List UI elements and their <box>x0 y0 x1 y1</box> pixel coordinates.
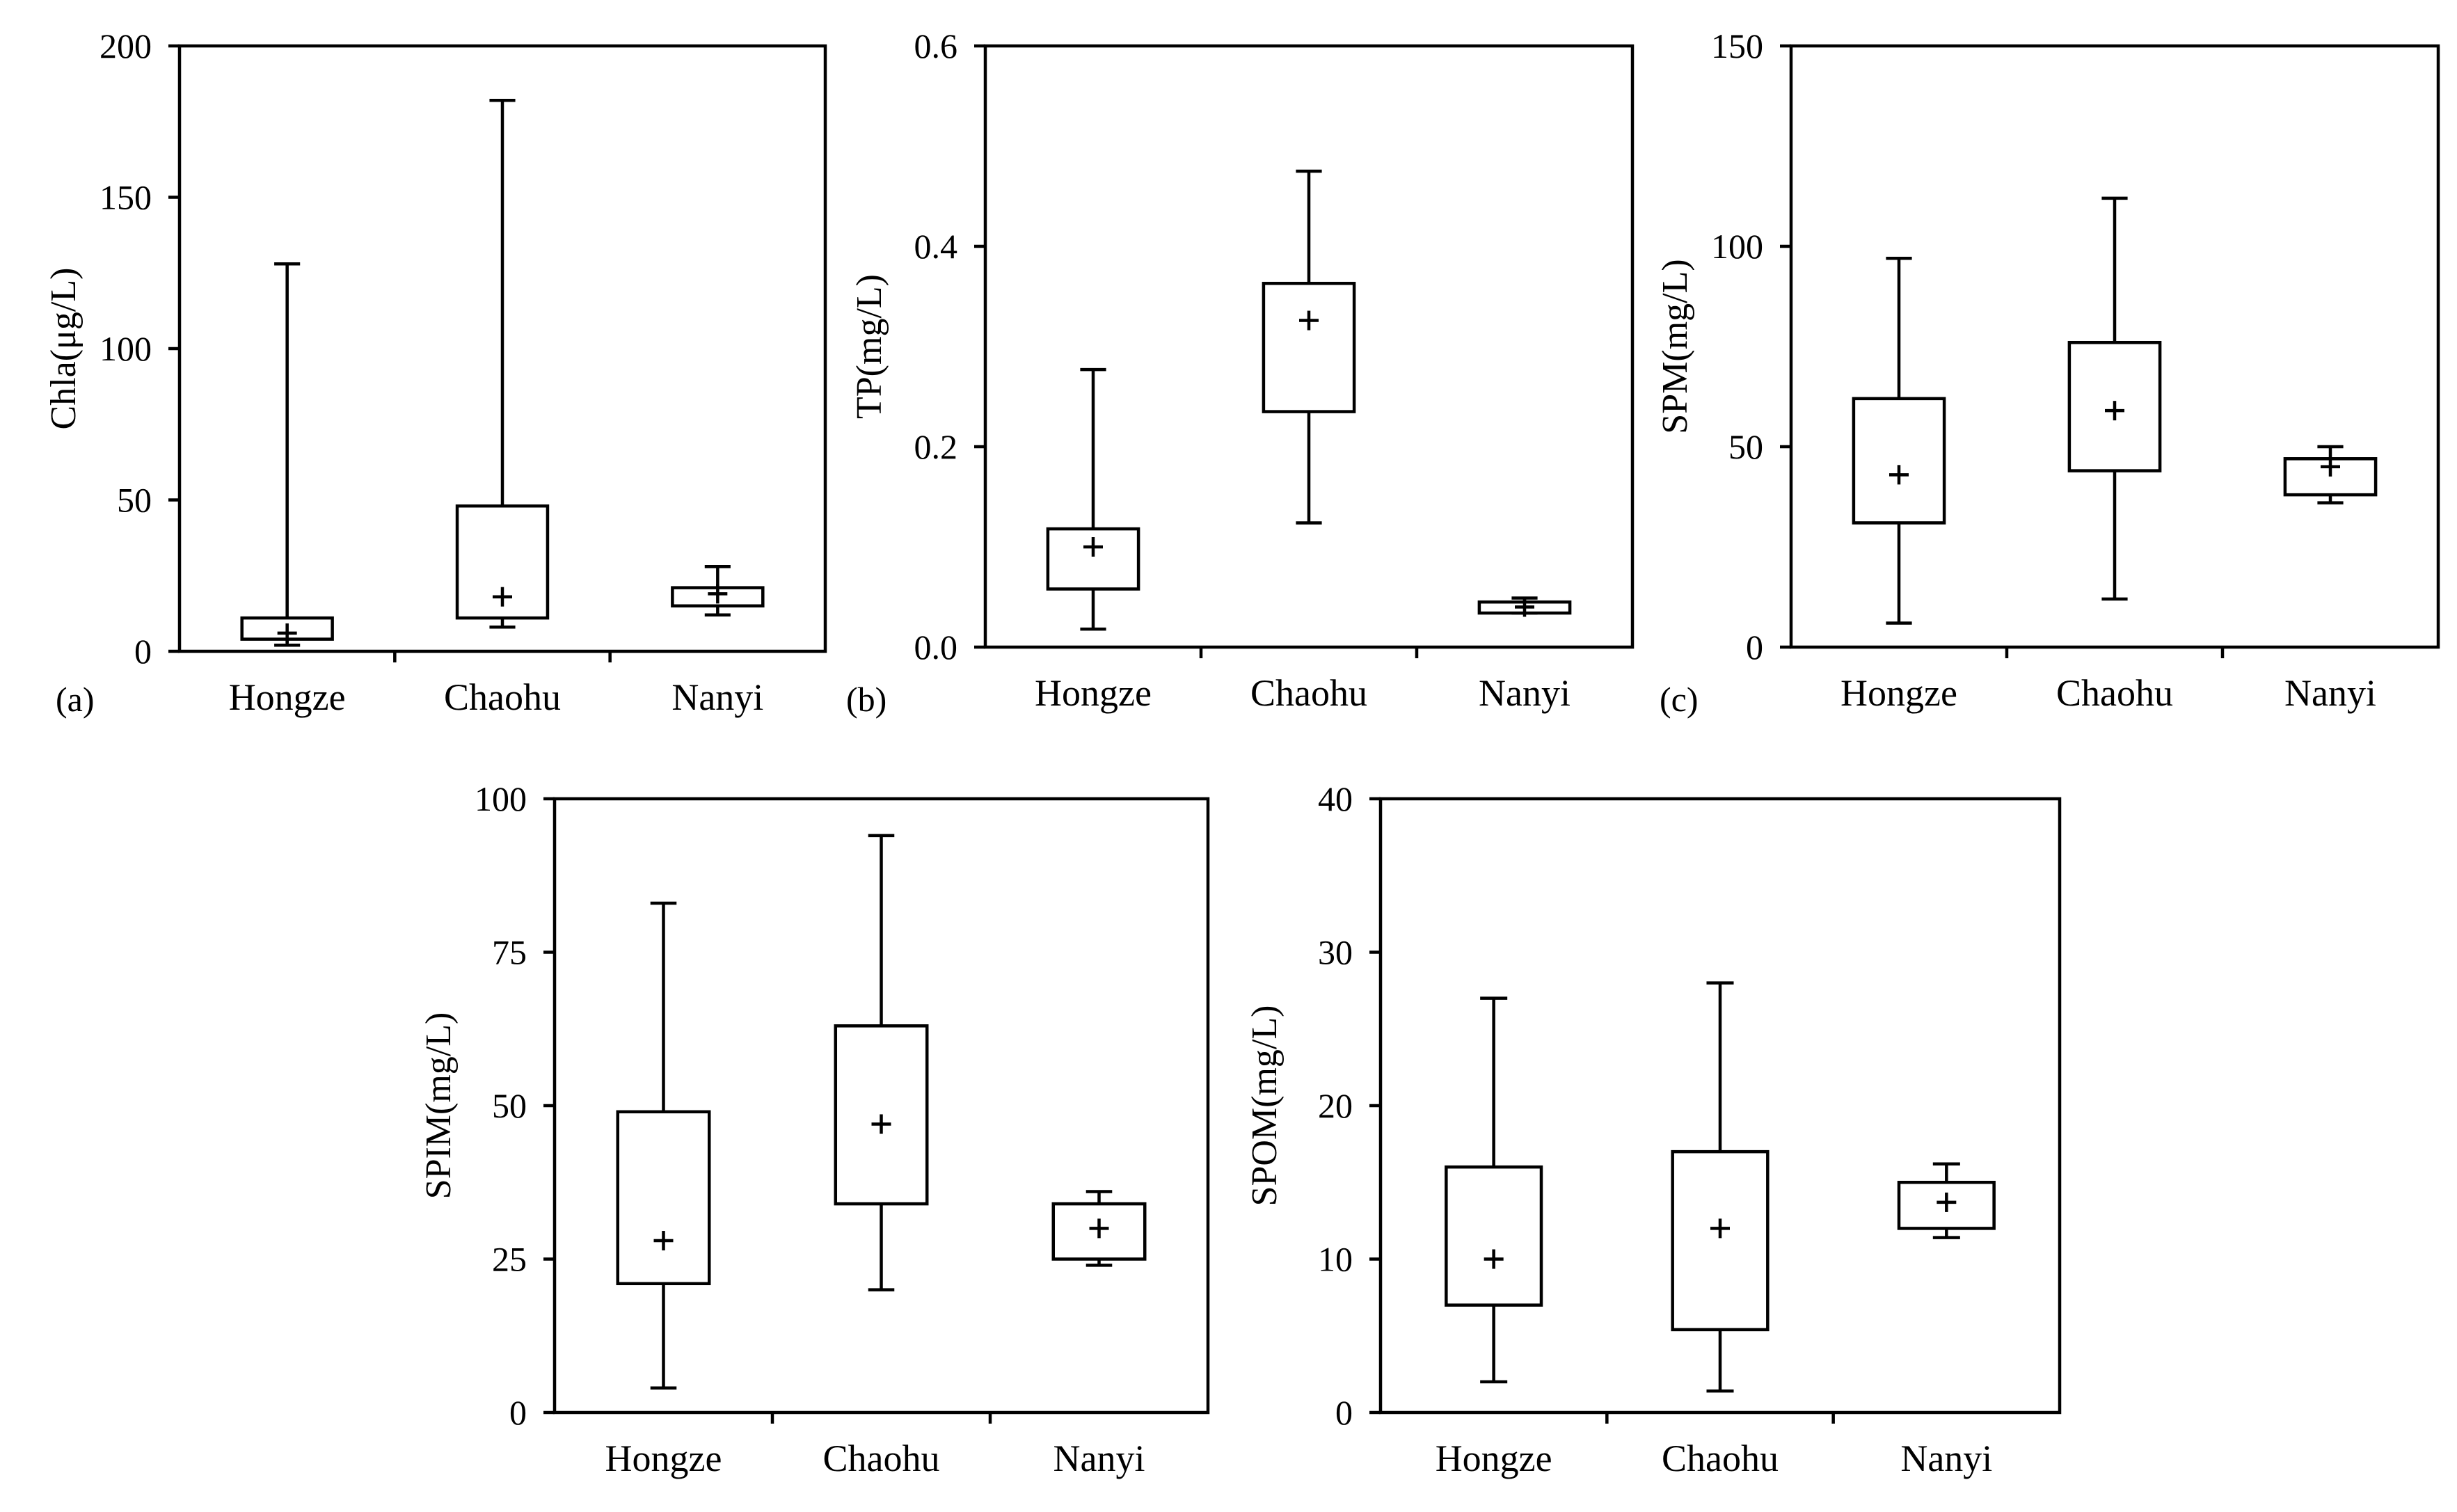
x-category-label: Hongze <box>605 1438 722 1479</box>
y-axis-title: SPM(mg/L) <box>1655 259 1695 433</box>
iqr-box <box>1051 1202 1147 1261</box>
y-tick-label: 0.2 <box>914 427 958 466</box>
box-hongze <box>240 262 334 647</box>
iqr-box <box>1852 397 1946 525</box>
y-tick-label: 50 <box>117 481 152 520</box>
panel-label: (c) <box>1660 680 1699 719</box>
y-tick-label: 40 <box>1318 779 1353 818</box>
y-tick-label: 100 <box>1711 227 1763 266</box>
y-tick-label: 0.6 <box>914 26 958 65</box>
y-tick-label: 100 <box>100 329 152 368</box>
y-tick-label: 0.4 <box>914 227 958 266</box>
plot-frame <box>983 44 1635 649</box>
x-category-label: Hongze <box>1840 672 1957 714</box>
chart-panel-5: 0 10 20 30 40 Hongze Chaohu Nanyi SPOM(mg/L) <box>1245 779 2062 1479</box>
chart-panel-4: 0 25 50 75 100 Hongze Chaohu Nanyi SPIM(mg/L) <box>419 779 1210 1479</box>
y-tick-label: 0 <box>1746 628 1763 667</box>
y-tick-label: 50 <box>1728 427 1763 466</box>
y-axis-title: SPIM(mg/L) <box>419 1012 459 1200</box>
box-hongze <box>616 901 711 1390</box>
x-category-label: Chaohu <box>2056 672 2173 714</box>
box-nanyi <box>2283 445 2378 504</box>
x-category-label: Nanyi <box>1900 1438 1992 1479</box>
iqr-box <box>2283 457 2378 497</box>
x-category-label: Nanyi <box>1053 1438 1145 1479</box>
x-category-label: Nanyi <box>2284 672 2376 714</box>
iqr-box <box>1445 1165 1543 1307</box>
y-tick-label: 25 <box>492 1240 527 1279</box>
y-tick-label: 0 <box>1335 1393 1353 1432</box>
iqr-box <box>1262 282 1356 413</box>
y-tick-label: 30 <box>1318 933 1353 972</box>
box-chaohu <box>834 834 929 1291</box>
box-hongze <box>1445 996 1543 1384</box>
y-axis-title: TP(mg/L) <box>850 274 889 419</box>
plot-frame <box>1789 44 2440 649</box>
y-axis-title: SPOM(mg/L) <box>1245 1005 1285 1207</box>
panel-label: (a) <box>56 680 95 719</box>
box-nanyi <box>1897 1162 1996 1239</box>
y-tick-label: 100 <box>475 779 527 818</box>
x-category-label: Hongze <box>1436 1438 1552 1479</box>
box-chaohu <box>1262 169 1356 525</box>
box-nanyi <box>1477 596 1572 617</box>
iqr-box <box>1671 1149 1770 1332</box>
chart-panel-2: 0.0 0.2 0.4 0.6 Hongze Chaohu Nanyi TP(mg/L) (b) <box>846 26 1635 719</box>
y-tick-label: 0 <box>509 1393 527 1432</box>
x-category-label: Chaohu <box>1662 1438 1779 1479</box>
x-category-label: Hongze <box>1035 672 1152 714</box>
y-axis-title: Chla(μg/L) <box>44 268 84 430</box>
y-tick-label: 10 <box>1318 1240 1353 1279</box>
chart-panel-1: 0 50 100 150 200 Hongze Chaohu Nanyi Chla(μg/L) (… <box>44 26 827 719</box>
x-category-label: Chaohu <box>444 676 561 718</box>
iqr-box <box>616 1110 711 1286</box>
y-tick-label: 150 <box>100 178 152 217</box>
y-tick-label: 20 <box>1318 1086 1353 1125</box>
x-category-label: Chaohu <box>823 1438 940 1479</box>
y-tick-label: 75 <box>492 933 527 972</box>
x-category-label: Nanyi <box>671 676 763 718</box>
y-tick-label: 0 <box>134 632 152 671</box>
y-tick-label: 150 <box>1711 26 1763 65</box>
y-tick-label: 200 <box>100 26 152 65</box>
y-tick-label: 0.0 <box>914 628 958 667</box>
x-category-label: Chaohu <box>1250 672 1367 714</box>
box-chaohu <box>455 99 550 629</box>
box-chaohu <box>1671 981 1770 1393</box>
box-nanyi <box>671 564 765 617</box>
box-hongze <box>1852 257 1946 625</box>
chart-panel-3: 0 50 100 150 Hongze Chaohu Nanyi SPM(mg/L) (c) <box>1655 26 2440 719</box>
x-category-label: Nanyi <box>1479 672 1571 714</box>
box-nanyi <box>1051 1190 1147 1267</box>
panel-label: (b) <box>846 680 886 719</box>
y-tick-label: 50 <box>492 1086 527 1125</box>
box-hongze <box>1046 367 1140 631</box>
x-category-label: Hongze <box>229 676 346 718</box>
box-chaohu <box>2067 196 2162 601</box>
